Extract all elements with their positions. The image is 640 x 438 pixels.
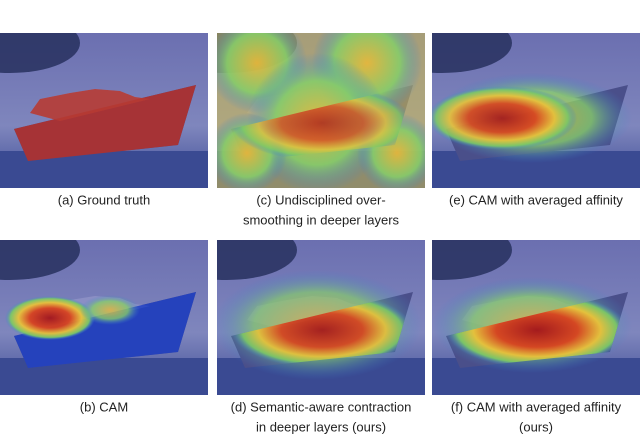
panel-image	[217, 240, 425, 395]
boat-heat	[231, 292, 413, 368]
caption: smoothing in deeper layers	[243, 212, 400, 227]
boat-mask	[30, 89, 150, 121]
panel-image	[432, 33, 640, 188]
tree	[432, 240, 512, 280]
caption: (e) CAM with averaged affinity	[449, 192, 623, 207]
caption: (a) Ground truth	[58, 192, 151, 207]
tree	[217, 240, 297, 280]
boat-mask	[14, 85, 196, 161]
boat-heat	[231, 85, 413, 161]
panel-image	[217, 33, 425, 188]
caption: (c) Undisciplined over-	[256, 192, 385, 207]
tree	[0, 240, 80, 280]
tree	[0, 33, 80, 73]
panel-image	[0, 240, 208, 395]
panel-image	[0, 33, 208, 188]
heat-blob	[80, 295, 140, 325]
panel-image	[432, 240, 640, 395]
caption: (ours)	[519, 419, 553, 434]
tree	[432, 33, 512, 73]
caption: (b) CAM	[80, 399, 128, 414]
boat-heat	[446, 292, 628, 368]
caption: in deeper layers (ours)	[256, 419, 386, 434]
heat-blob	[5, 296, 95, 340]
caption: (f) CAM with averaged affinity	[451, 399, 622, 414]
heat-blob	[432, 86, 577, 150]
caption: (d) Semantic-aware contraction	[231, 399, 412, 414]
boat-heat	[14, 292, 196, 368]
